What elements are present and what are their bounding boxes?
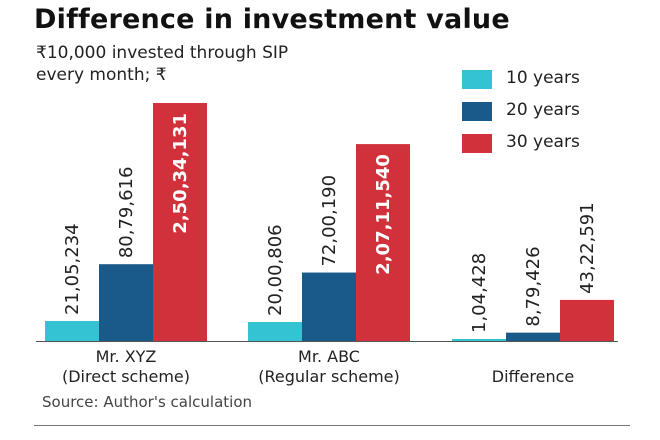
- legend-swatch-20-years: [462, 102, 492, 121]
- data-label-mr-xyz-10-years: 21,05,234: [62, 223, 83, 315]
- category-label-mr-xyz: Mr. XYZ: [96, 347, 157, 366]
- bar-mr-xyz-20-years: [99, 264, 153, 341]
- bar-mr-xyz-30-years: [153, 103, 207, 341]
- category-label-mr-abc-sub: (Regular scheme): [258, 367, 399, 386]
- legend-swatch-10-years: [462, 70, 492, 89]
- bar-mr-abc-30-years: [356, 144, 410, 341]
- legend-swatch-30-years: [462, 134, 492, 153]
- data-label-mr-abc-10-years: 20,00,806: [265, 224, 286, 316]
- data-label-difference-20-years: 8,79,426: [523, 246, 544, 326]
- data-label-mr-xyz-20-years: 80,79,616: [116, 167, 137, 259]
- legend-label-30-years: 30 years: [506, 132, 580, 152]
- category-label-mr-abc: Mr. ABC: [298, 347, 360, 366]
- data-label-mr-abc-20-years: 72,00,190: [319, 175, 340, 267]
- legend-label-20-years: 20 years: [506, 100, 580, 120]
- bar-difference-30-years: [560, 299, 614, 341]
- bar-mr-abc-20-years: [302, 272, 356, 341]
- bar-mr-xyz-10-years: [45, 320, 99, 341]
- data-label-mr-abc-30-years: 2,07,11,540: [373, 154, 394, 275]
- bottom-divider: [34, 425, 630, 426]
- legend-label-10-years: 10 years: [506, 68, 580, 88]
- bar-mr-abc-10-years: [248, 321, 302, 341]
- data-label-mr-xyz-30-years: 2,50,34,131: [170, 113, 191, 234]
- source-note: Source: Author's calculation: [42, 393, 252, 411]
- bar-difference-10-years: [452, 339, 506, 341]
- category-label-mr-xyz-sub: (Direct scheme): [62, 367, 190, 386]
- data-label-difference-30-years: 43,22,591: [577, 202, 598, 294]
- chart-subtitle: ₹10,000 invested through SIP every month…: [36, 43, 289, 85]
- category-label-difference: Difference: [492, 367, 574, 386]
- data-label-difference-10-years: 1,04,428: [469, 253, 490, 333]
- bar-difference-20-years: [506, 332, 560, 341]
- chart-title: Difference in investment value: [34, 4, 510, 35]
